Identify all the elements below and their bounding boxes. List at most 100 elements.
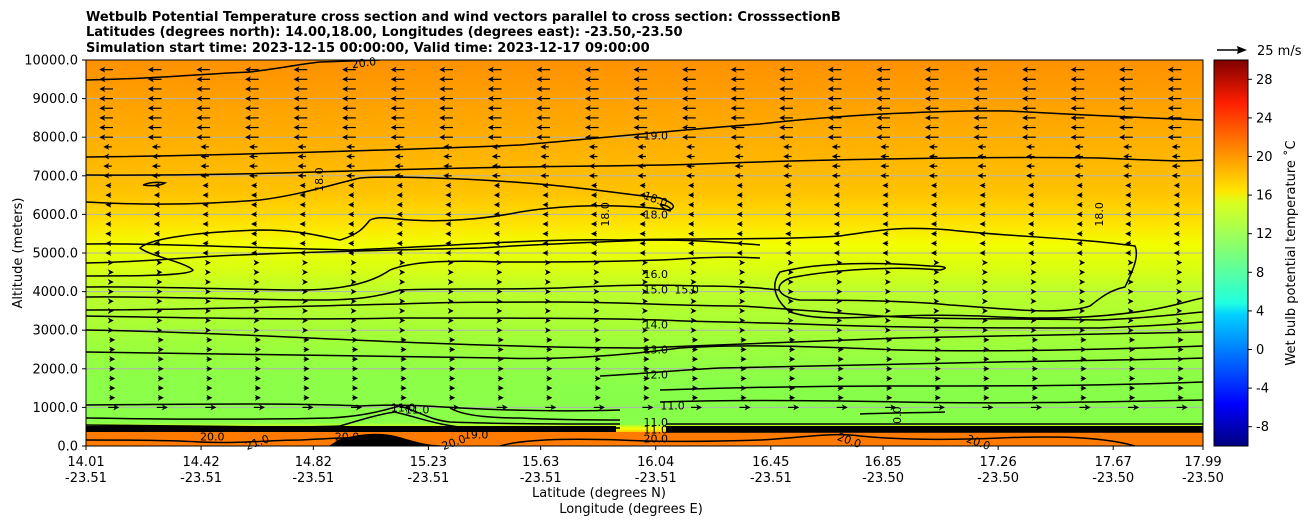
wind-vector-head [588, 153, 595, 160]
wind-vector-head [445, 201, 452, 208]
wind-vector-head [1119, 105, 1126, 112]
wind-vector-head [153, 211, 160, 218]
wind-vector-head [394, 153, 401, 160]
wind-vector-head [1171, 172, 1178, 179]
wind-vector-head [837, 365, 844, 372]
wind-vector-head [979, 240, 986, 247]
wind-vector-head [639, 240, 646, 247]
wind-vector-head [1129, 385, 1136, 392]
wind-vector-head [690, 307, 697, 314]
wind-vector-head [1076, 182, 1083, 189]
wind-vector-head [1022, 95, 1029, 102]
wind-vector-head [934, 356, 941, 363]
wind-vector-head [196, 124, 203, 131]
wind-vector-head [977, 172, 984, 179]
wind-vector-head [1028, 201, 1035, 208]
wind-vector-head [836, 317, 843, 324]
wind-vector-head [933, 259, 940, 266]
wind-vector-head [348, 201, 355, 208]
wind-vector-head [147, 85, 154, 92]
wind-vector-head [1173, 192, 1180, 199]
wind-vector-head [1076, 240, 1083, 247]
wind-vector-head [690, 288, 697, 295]
wind-vector-head [1127, 278, 1134, 285]
contour-line-18c [86, 239, 761, 264]
colorbar-tick-label: 12 [1256, 227, 1273, 242]
wind-vector-head [542, 221, 549, 228]
wind-vector-head [639, 221, 646, 228]
wind-vector-head [303, 394, 310, 401]
wind-vector-head [837, 375, 844, 382]
wind-vector-head [202, 182, 209, 189]
wind-vector-head [785, 230, 792, 237]
contour-label: 15.0 [643, 284, 668, 297]
wind-vector-head [1119, 95, 1126, 102]
wind-vector-head [105, 192, 112, 199]
wind-vector-head [536, 85, 543, 92]
wind-vector-head [928, 163, 935, 170]
contour-label: 13.0 [643, 344, 668, 357]
wind-vector-head [594, 375, 601, 382]
wind-vector-head [584, 66, 591, 73]
x-tick-label-lat: 16.45 [752, 455, 789, 470]
wind-vector-head [156, 317, 163, 324]
wind-vector-head [1125, 211, 1132, 218]
y-axis: 0.0 1000.0 2000.0 3000.0 4000.0 5000.0 6000.0 7… [24, 54, 86, 455]
wind-vector-head [682, 66, 689, 73]
wind-vector-head [785, 201, 792, 208]
wind-vector-head [890, 404, 897, 411]
wind-vector-head [836, 327, 843, 334]
contour-line-20-top [86, 60, 381, 81]
wind-vector-head [837, 394, 844, 401]
wind-vector-head [297, 163, 304, 170]
wind-vector-head [105, 182, 112, 189]
wind-vector-head [1123, 143, 1130, 150]
wind-vector-head [493, 250, 500, 256]
wind-vector-head [445, 211, 452, 218]
wind-vector-head [924, 124, 931, 131]
x-tick-label-lon: -23.51 [407, 471, 449, 486]
x-tick-label-lon: -23.50 [1092, 471, 1134, 486]
wind-vector-head [1129, 365, 1136, 372]
wind-vector-head [390, 134, 397, 141]
y-tick-label: 10000.0 [24, 54, 78, 69]
wind-vector-head [202, 250, 209, 256]
wind-vector-head [827, 85, 834, 92]
wind-vector-head [1070, 85, 1077, 92]
y-tick-label: 7000.0 [33, 169, 79, 184]
wind-vector-head [546, 375, 553, 382]
wind-vector-head [487, 66, 494, 73]
wind-vector-head [536, 95, 543, 102]
wind-vector-head [1123, 163, 1130, 170]
x-tick-label-lon: -23.51 [65, 471, 107, 486]
wind-vector-head [390, 124, 397, 131]
wind-vector-head [938, 404, 945, 411]
y-tick-label: 8000.0 [33, 131, 79, 146]
wind-vector-head [633, 76, 640, 83]
wind-vector-head [836, 278, 843, 285]
wind-vector-head [1167, 66, 1174, 73]
wind-vector-head [841, 404, 848, 411]
wind-vector-head [206, 336, 213, 343]
wind-vector-head [1030, 278, 1037, 285]
wind-vector-head [584, 114, 591, 121]
wind-vector-head [293, 134, 300, 141]
wind-vector-head [204, 298, 211, 305]
wind-vector-head [244, 134, 251, 141]
wind-vector-head [443, 163, 450, 170]
wind-vector-head [396, 211, 403, 218]
wind-vector-head [1070, 134, 1077, 141]
wind-vector-head [307, 404, 314, 411]
contour-label: 12.0 [643, 369, 668, 382]
contour-line-12b [599, 357, 1203, 377]
x-tick-label-lat: 17.67 [1095, 455, 1132, 470]
wind-vector-head [350, 327, 357, 334]
wind-vector-head [836, 288, 843, 295]
wind-vector-head [882, 192, 889, 199]
wind-vector-head [590, 221, 597, 228]
wind-vector-head [439, 124, 446, 131]
contour-lines [86, 60, 1203, 446]
wind-vector-head [884, 269, 891, 276]
wind-vector-head [497, 346, 504, 353]
wind-vector-head [544, 278, 551, 285]
